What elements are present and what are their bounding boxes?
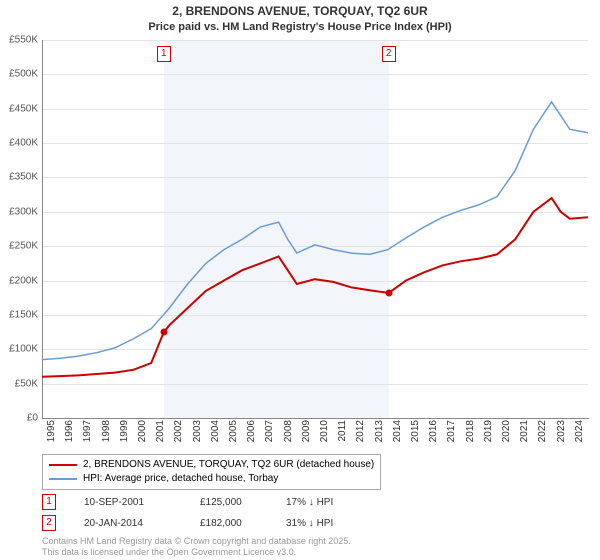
sale-dot <box>385 289 392 296</box>
x-tick-label: 2000 <box>137 420 148 450</box>
legend-item: HPI: Average price, detached house, Torb… <box>49 472 374 486</box>
x-tick-label: 2002 <box>173 420 184 450</box>
legend: 2, BRENDONS AVENUE, TORQUAY, TQ2 6UR (de… <box>42 454 381 490</box>
table-row: 1 10-SEP-2001 £125,000 17% ↓ HPI <box>42 494 364 510</box>
x-tick-label: 2019 <box>483 420 494 450</box>
sale-marker-flag: 2 <box>382 46 396 62</box>
y-tick-label: £50K <box>2 378 38 389</box>
legend-label: 2, BRENDONS AVENUE, TORQUAY, TQ2 6UR (de… <box>83 458 374 472</box>
series-hpi <box>42 102 588 360</box>
x-tick-label: 2015 <box>410 420 421 450</box>
x-tick-label: 2009 <box>301 420 312 450</box>
x-tick-label: 2016 <box>428 420 439 450</box>
x-tick-label: 2018 <box>465 420 476 450</box>
legend-item: 2, BRENDONS AVENUE, TORQUAY, TQ2 6UR (de… <box>49 458 374 472</box>
x-tick-label: 2017 <box>446 420 457 450</box>
sale-delta: 31% ↓ HPI <box>286 518 364 529</box>
sale-price: £182,000 <box>200 518 258 529</box>
x-tick-label: 2011 <box>337 420 348 450</box>
y-tick-label: £300K <box>2 206 38 217</box>
footer-line: Contains HM Land Registry data © Crown c… <box>42 536 351 547</box>
x-tick-label: 1998 <box>101 420 112 450</box>
x-tick-label: 2023 <box>556 420 567 450</box>
x-tick-label: 2022 <box>537 420 548 450</box>
legend-label: HPI: Average price, detached house, Torb… <box>83 472 278 486</box>
x-tick-label: 1999 <box>119 420 130 450</box>
sale-delta: 17% ↓ HPI <box>286 497 364 508</box>
y-tick-label: £100K <box>2 344 38 355</box>
x-tick-label: 2014 <box>392 420 403 450</box>
sale-marker-icon: 2 <box>42 515 56 531</box>
y-tick-label: £250K <box>2 241 38 252</box>
sale-price: £125,000 <box>200 497 258 508</box>
x-tick-label: 2006 <box>246 420 257 450</box>
x-tick-label: 2004 <box>210 420 221 450</box>
x-tick-label: 1995 <box>46 420 57 450</box>
x-tick-label: 1997 <box>82 420 93 450</box>
x-tick-label: 2013 <box>374 420 385 450</box>
sale-marker-flag: 1 <box>157 46 171 62</box>
y-tick-label: £0 <box>2 413 38 424</box>
y-tick-label: £150K <box>2 309 38 320</box>
line-series-svg <box>42 40 588 418</box>
x-tick-label: 2012 <box>355 420 366 450</box>
legend-swatch <box>49 478 77 480</box>
y-tick-label: £550K <box>2 35 38 46</box>
y-tick-label: £500K <box>2 69 38 80</box>
sale-dot <box>160 329 167 336</box>
x-tick-label: 2020 <box>501 420 512 450</box>
sale-date: 20-JAN-2014 <box>84 518 172 529</box>
y-tick-label: £200K <box>2 275 38 286</box>
series-price_paid <box>42 198 588 377</box>
chart-title: 2, BRENDONS AVENUE, TORQUAY, TQ2 6UR <box>0 0 600 20</box>
x-tick-label: 2005 <box>228 420 239 450</box>
footer-line: This data is licensed under the Open Gov… <box>42 547 351 558</box>
x-tick-label: 2003 <box>192 420 203 450</box>
sales-table: 1 10-SEP-2001 £125,000 17% ↓ HPI 2 20-JA… <box>42 494 364 536</box>
footer-attribution: Contains HM Land Registry data © Crown c… <box>42 536 351 558</box>
y-tick-label: £450K <box>2 103 38 114</box>
sale-date: 10-SEP-2001 <box>84 497 172 508</box>
sale-marker-icon: 1 <box>42 494 56 510</box>
x-tick-label: 2008 <box>283 420 294 450</box>
chart-container: 2, BRENDONS AVENUE, TORQUAY, TQ2 6UR Pri… <box>0 0 600 560</box>
x-tick-label: 2001 <box>155 420 166 450</box>
table-row: 2 20-JAN-2014 £182,000 31% ↓ HPI <box>42 515 364 531</box>
x-tick-label: 2007 <box>264 420 275 450</box>
legend-swatch <box>49 464 77 466</box>
x-tick-label: 2024 <box>574 420 585 450</box>
x-tick-label: 2021 <box>519 420 530 450</box>
chart-subtitle: Price paid vs. HM Land Registry's House … <box>0 20 600 34</box>
x-tick-label: 2010 <box>319 420 330 450</box>
x-tick-label: 1996 <box>64 420 75 450</box>
y-tick-label: £350K <box>2 172 38 183</box>
y-tick-label: £400K <box>2 138 38 149</box>
